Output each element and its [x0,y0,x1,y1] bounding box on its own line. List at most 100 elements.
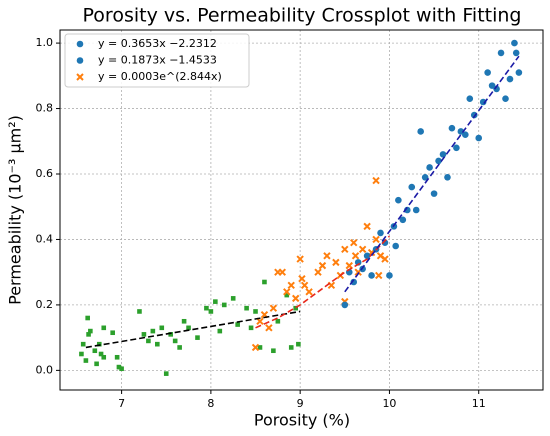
y-tick-label: 0.0 [36,363,54,376]
point [300,281,309,289]
point [101,325,107,331]
point [484,69,491,76]
point [502,95,509,103]
point [137,309,142,314]
legend-marker [76,57,84,64]
point [269,304,278,312]
point [375,271,383,280]
point [163,371,169,376]
point [358,245,367,253]
point [85,315,90,321]
point [426,164,433,171]
point [296,341,301,347]
x-tick-label: 8 [207,397,214,410]
x-tick-label: 10 [382,397,396,410]
x-tick-label: 7 [118,397,125,410]
point [114,354,120,360]
point [186,325,191,331]
y-tick-label: 1.0 [36,36,54,49]
point [497,49,505,57]
point [368,272,375,279]
fit-line [255,235,391,329]
point [296,255,304,263]
point [265,324,273,332]
y-tick-label: 0.4 [36,232,54,245]
point [80,341,86,347]
point [150,328,156,334]
point [248,325,254,331]
point [88,328,93,334]
point [444,173,451,181]
point [253,309,258,314]
point [293,305,298,311]
point [439,151,447,158]
point [381,239,389,247]
point [372,176,380,185]
point [417,128,424,135]
point [298,275,306,283]
point [230,296,236,301]
point [341,301,349,309]
point [288,345,294,350]
point [399,216,407,224]
fit-line [85,310,301,349]
x-axis-label: Porosity (%) [254,411,350,430]
point [392,242,399,250]
point [159,325,165,331]
point [110,330,115,336]
point [408,183,416,191]
point [92,348,98,354]
legend-label: y = 0.0003e^(2.844x) [98,70,222,83]
point [305,288,313,296]
point [119,366,124,372]
point [96,341,102,347]
point [506,75,514,83]
point [208,309,214,314]
y-axis-label: Permeability (10⁻³ μm²) [6,115,25,305]
point [287,281,295,289]
point [181,318,187,324]
point [351,252,360,260]
point [98,351,104,357]
point [381,255,389,263]
point [251,343,260,352]
point [453,144,460,152]
point [323,252,331,260]
point [291,294,300,303]
point [412,206,420,214]
point [177,345,182,350]
point [350,278,358,286]
point [511,39,518,47]
point [448,124,456,132]
point [512,49,520,57]
point [168,332,174,337]
point [278,268,287,276]
legend-marker [76,73,84,81]
point [262,279,267,285]
point [195,335,200,340]
point [257,345,263,350]
point [363,222,371,231]
point [86,332,91,337]
point [515,69,523,76]
point [271,348,276,354]
legend: y = 0.3653x −2.2312 y = 0.1873x −1.4533 y … [64,33,250,88]
x-tick-label: 9 [297,397,304,410]
point [372,235,380,244]
x-tick-label: 11 [472,397,486,410]
point [217,328,223,334]
point [146,338,151,344]
point [430,190,438,197]
point [479,98,487,106]
point [172,338,178,344]
point [94,361,99,367]
legend-marker [76,40,84,48]
point [421,173,429,181]
point [155,341,160,347]
point [466,95,474,103]
point [318,261,327,270]
point [350,239,358,247]
y-tick-label: 0.8 [36,102,54,115]
point [221,302,227,308]
